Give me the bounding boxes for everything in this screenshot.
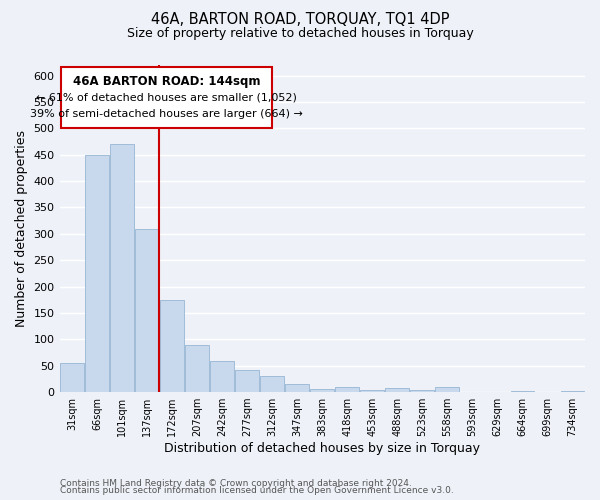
Text: 46A BARTON ROAD: 144sqm: 46A BARTON ROAD: 144sqm	[73, 76, 260, 88]
Bar	[110, 144, 134, 392]
Bar	[135, 228, 159, 392]
Bar	[410, 390, 434, 392]
Bar	[361, 390, 384, 392]
Bar	[436, 388, 459, 392]
Bar	[260, 376, 284, 392]
Bar	[385, 388, 409, 392]
Bar	[235, 370, 259, 392]
Bar	[335, 388, 359, 392]
Bar	[85, 154, 109, 392]
Bar	[60, 363, 84, 392]
X-axis label: Distribution of detached houses by size in Torquay: Distribution of detached houses by size …	[164, 442, 480, 455]
Text: Contains HM Land Registry data © Crown copyright and database right 2024.: Contains HM Land Registry data © Crown c…	[60, 478, 412, 488]
Text: 46A, BARTON ROAD, TORQUAY, TQ1 4DP: 46A, BARTON ROAD, TORQUAY, TQ1 4DP	[151, 12, 449, 28]
Text: ← 61% of detached houses are smaller (1,052): ← 61% of detached houses are smaller (1,…	[36, 92, 297, 102]
Bar	[560, 391, 584, 392]
Bar	[286, 384, 309, 392]
Bar	[185, 344, 209, 392]
Text: Contains public sector information licensed under the Open Government Licence v3: Contains public sector information licen…	[60, 486, 454, 495]
Bar	[160, 300, 184, 392]
Bar	[310, 389, 334, 392]
Bar	[210, 362, 234, 392]
Bar	[511, 390, 535, 392]
FancyBboxPatch shape	[61, 66, 272, 128]
Y-axis label: Number of detached properties: Number of detached properties	[15, 130, 28, 327]
Text: Size of property relative to detached houses in Torquay: Size of property relative to detached ho…	[127, 28, 473, 40]
Text: 39% of semi-detached houses are larger (664) →: 39% of semi-detached houses are larger (…	[30, 108, 303, 118]
